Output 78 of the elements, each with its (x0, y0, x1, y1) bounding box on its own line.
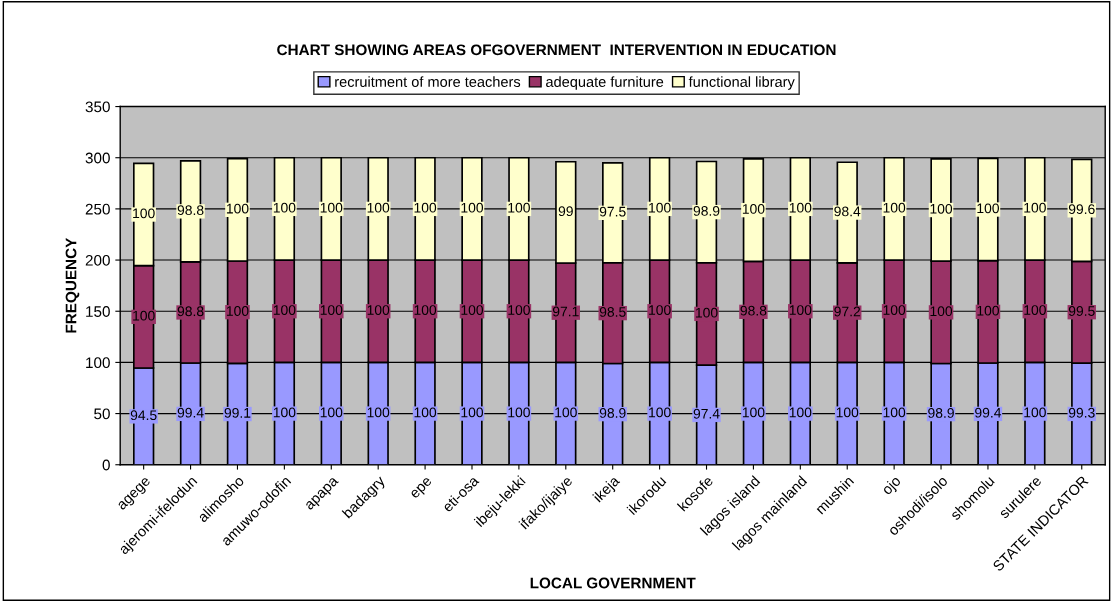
data-label: 100 (649, 202, 671, 213)
y-tick-label: 0 (102, 459, 110, 471)
legend-label: functional library (688, 76, 795, 90)
data-label: 100 (273, 202, 296, 213)
data-label: 100 (789, 202, 812, 213)
data-label: 98.9 (928, 408, 954, 418)
data-label: 100 (1024, 305, 1046, 315)
data-label: 100 (461, 305, 484, 315)
data-label: 100 (508, 305, 530, 315)
data-label: 99.3 (1068, 407, 1095, 418)
y-tick-label: 50 (94, 408, 110, 420)
data-label: 100 (320, 305, 343, 315)
data-label: 100 (273, 305, 296, 315)
data-label: 100 (649, 305, 671, 315)
data-label: 97.2 (834, 306, 861, 317)
data-label: 100 (320, 202, 343, 213)
data-label: 100 (883, 202, 906, 213)
data-label: 98.8 (740, 305, 767, 316)
data-label: 99.5 (1068, 306, 1095, 316)
x-axis-title: LOCAL GOVERNMENT (530, 577, 696, 589)
data-label: 97.1 (552, 306, 579, 317)
data-label: 100 (133, 208, 155, 219)
y-axis-title: FREQUENCY (65, 237, 80, 333)
data-label: 98.4 (834, 206, 861, 217)
y-tick-label: 100 (86, 357, 110, 369)
y-tick-label: 150 (86, 306, 110, 317)
y-tick-label: 200 (85, 254, 110, 266)
data-label: 98.9 (599, 408, 626, 418)
data-label: 100 (789, 407, 812, 418)
data-label: 99.4 (975, 407, 1002, 418)
data-label: 98.8 (177, 306, 204, 317)
data-label: 100 (649, 407, 671, 418)
data-label: 100 (226, 203, 249, 214)
data-label: 99 (558, 206, 573, 217)
data-label: 100 (508, 407, 530, 418)
data-label: 99.4 (177, 407, 204, 418)
data-label: 98.5 (599, 307, 626, 317)
data-label: 100 (930, 203, 953, 214)
data-label: 100 (414, 407, 437, 418)
data-label: 98.9 (693, 206, 720, 216)
data-label: 100 (367, 202, 390, 213)
data-label: 100 (133, 310, 155, 321)
data-label: 99.6 (1068, 204, 1095, 215)
data-label: 100 (1024, 202, 1046, 213)
data-label: 97.4 (693, 408, 720, 419)
data-label: 100 (367, 305, 390, 315)
data-label: 100 (742, 407, 765, 418)
data-label: 100 (320, 407, 343, 418)
data-label: 100 (414, 202, 437, 213)
data-label: 100 (273, 407, 296, 418)
data-label: 100 (508, 202, 530, 213)
y-tick-label: 300 (85, 152, 110, 164)
legend-label: recruitment of more teachers (335, 76, 521, 87)
data-label: 100 (930, 306, 953, 317)
data-label: 100 (789, 305, 812, 315)
y-tick-label: 350 (85, 101, 110, 113)
data-label: 97.5 (599, 206, 626, 217)
legend-label: adequate furniture (546, 76, 664, 90)
data-label: 100 (977, 305, 999, 316)
data-label: 100 (226, 306, 249, 316)
data-label: 100 (836, 407, 859, 418)
data-label: 94.5 (130, 410, 157, 421)
y-tick-label: 250 (85, 203, 110, 215)
data-label: 100 (883, 407, 906, 418)
data-label: 100 (555, 407, 577, 418)
chart-title: CHART SHOWING AREAS OFGOVERNMENT INTERVENTION IN EDUCATION (277, 44, 836, 56)
data-label: 100 (1024, 407, 1046, 418)
data-label: 100 (977, 203, 999, 214)
data-label: 100 (883, 305, 906, 315)
x-tick-label: epe (410, 476, 435, 501)
data-label: 99.1 (224, 407, 251, 418)
data-label: 100 (461, 202, 484, 213)
data-label: 98.8 (177, 205, 204, 216)
data-label: 100 (695, 307, 718, 318)
data-label: 100 (461, 407, 484, 418)
data-label: 100 (367, 407, 390, 418)
data-label: 100 (742, 204, 765, 214)
data-label: 100 (414, 305, 437, 315)
